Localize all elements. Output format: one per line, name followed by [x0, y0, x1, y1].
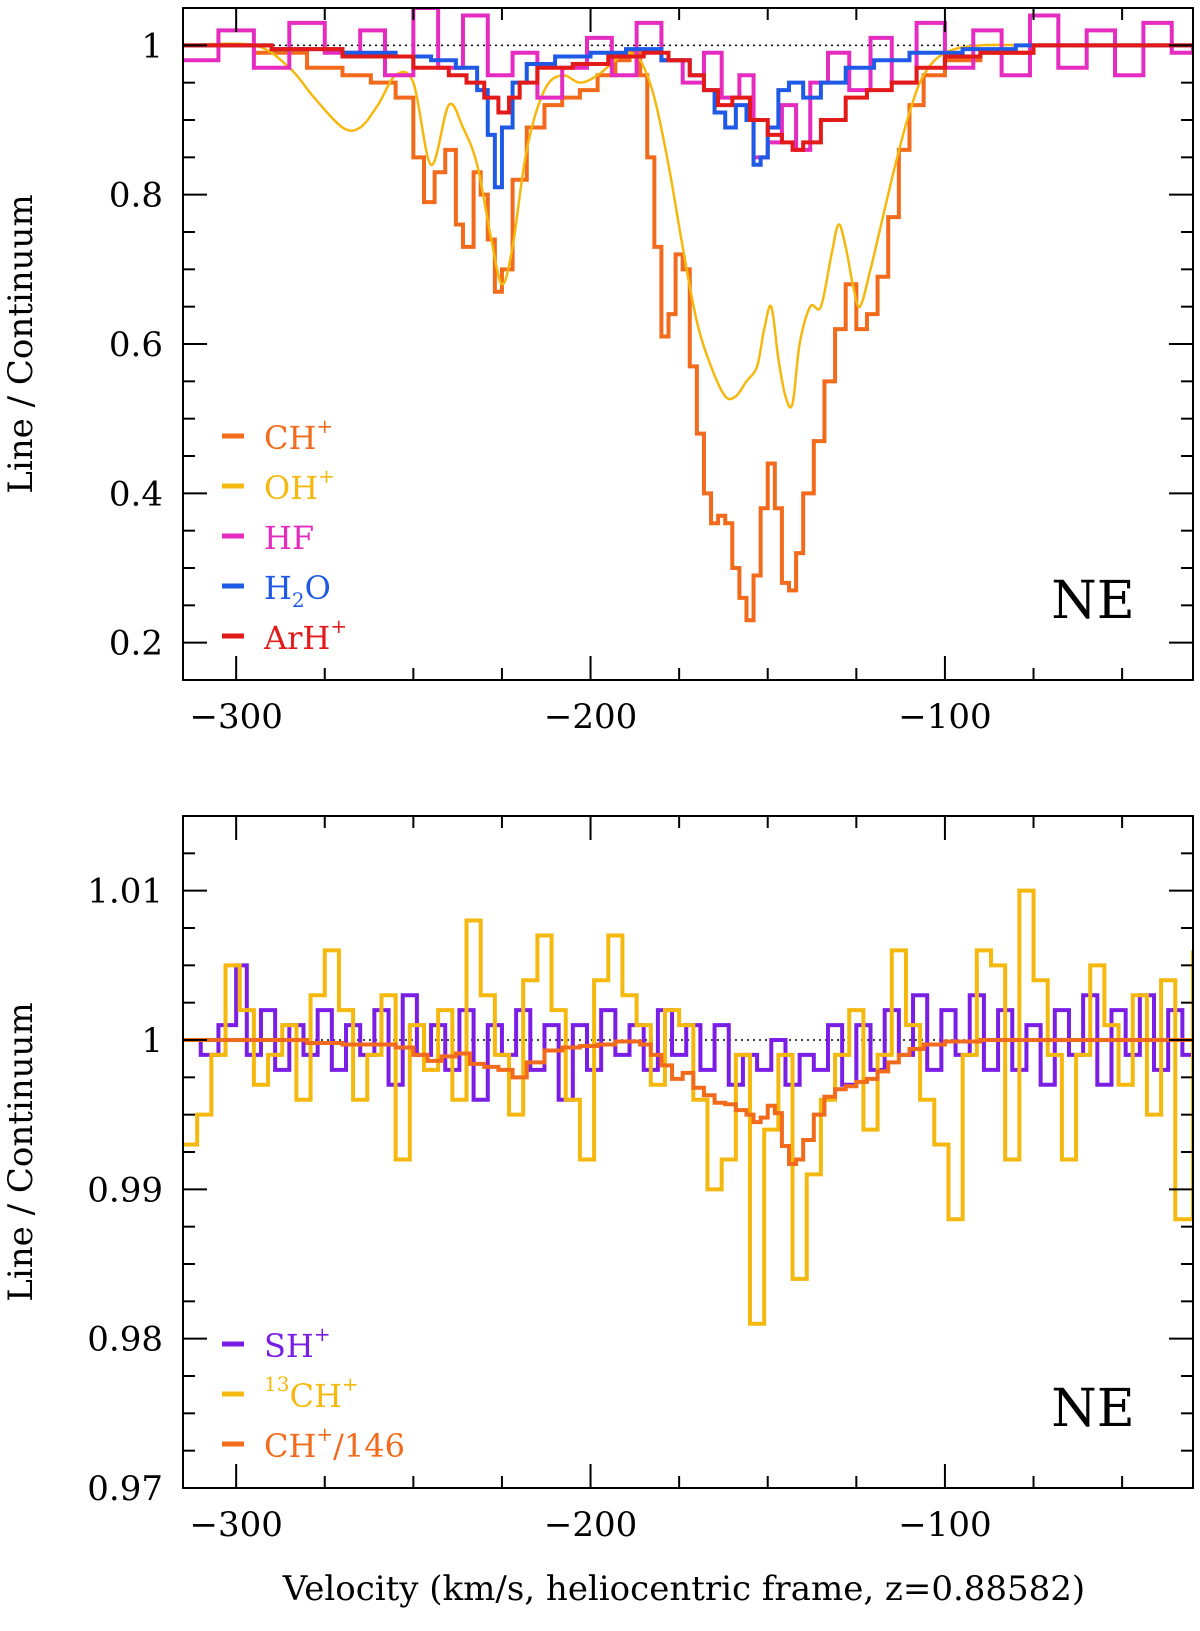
legend-entry: CH+ [264, 414, 333, 457]
series-line-sh- [183, 963, 1193, 1102]
legend-entry: OH+ [264, 464, 335, 507]
legend-entry: CH+/146 [264, 1422, 405, 1465]
x-tick-label: −100 [898, 697, 991, 737]
y-axis-label: Line / Continuum [1, 194, 41, 493]
y-axis-label: Line / Continuum [1, 1002, 41, 1301]
series-line-13ch- [183, 888, 1193, 1326]
panel-label: NE [1051, 1379, 1134, 1439]
x-tick-label: −200 [544, 697, 637, 737]
legend-entry: SH+ [264, 1322, 331, 1365]
series-line-arh- [183, 43, 1193, 152]
legend-entry: 13CH+ [264, 1372, 359, 1415]
y-tick-label: 0.2 [109, 624, 163, 664]
x-tick-label: −100 [898, 1505, 991, 1545]
series-line-ch- [183, 43, 1193, 623]
y-tick-label: 0.98 [87, 1320, 163, 1360]
legend: SH+ 13CH+ CH+/146 [222, 1322, 405, 1465]
series-line-hf [183, 8, 1193, 160]
y-tick-label: 1 [141, 26, 163, 66]
x-axis-label: Velocity (km/s, heliocentric frame, z=0.… [282, 1569, 1085, 1609]
y-tick-label: 0.99 [87, 1170, 163, 1210]
top-panel: −300 −200 −100 0.2 0.4 0.6 0.8 1 Line / Continuu… [1, 7, 1194, 737]
x-tick-label: −300 [189, 1505, 282, 1545]
legend-entry: HF [264, 519, 314, 557]
bottom-panel: −300 −200 −100 0.97 0.98 0.99 1 1.01 Line / Cont… [1, 815, 1194, 1545]
series-line-oh- [183, 42, 1193, 409]
legend-entry: ArH+ [263, 614, 347, 657]
x-tick-label: −300 [189, 697, 282, 737]
x-tick-label: −200 [544, 1505, 637, 1545]
series-line-ch-146 [183, 1038, 1193, 1166]
panel-label: NE [1051, 571, 1134, 631]
y-tick-label: 1 [141, 1021, 163, 1061]
y-tick-label: 0.6 [109, 325, 163, 365]
legend-entry: H2O [264, 569, 331, 612]
y-tick-label: 1.01 [87, 872, 163, 912]
y-tick-label: 0.8 [109, 176, 163, 216]
y-tick-label: 0.97 [87, 1469, 163, 1509]
y-tick-label: 0.4 [109, 474, 163, 514]
